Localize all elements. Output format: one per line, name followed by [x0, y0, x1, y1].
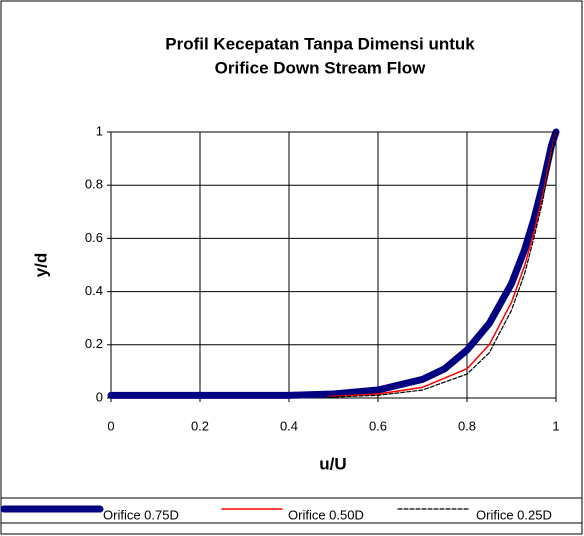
y-tick-label: 0.8 — [85, 177, 103, 192]
y-tick-label: 0.2 — [85, 336, 103, 351]
data-line — [107, 128, 560, 399]
chart-title: Orifice Down Stream Flow — [215, 58, 426, 77]
x-tick-label: 0.4 — [280, 418, 298, 433]
x-tick-label: 0.8 — [458, 418, 476, 433]
x-tick-label: 0.2 — [191, 418, 209, 433]
data-line — [328, 131, 557, 398]
y-tick-label: 0.4 — [85, 283, 103, 298]
x-tick-label: 0 — [107, 418, 114, 433]
y-axis-label: y/d — [31, 253, 50, 278]
data-line — [328, 131, 557, 398]
y-tick-label: 1 — [96, 123, 103, 138]
chart-title: Profil Kecepatan Tanpa Dimensi untuk — [165, 34, 475, 53]
x-axis-label: u/U — [319, 454, 346, 473]
legend-label: Orifice 0.75D — [103, 507, 179, 522]
x-tick-label: 1 — [552, 418, 559, 433]
plot-frame — [110, 131, 557, 399]
y-tick-label: 0 — [96, 389, 103, 404]
legend-label: Orifice 0.25D — [476, 507, 552, 522]
legend-label: Orifice 0.50D — [288, 507, 364, 522]
y-tick-label: 0.6 — [85, 230, 103, 245]
x-tick-label: 0.6 — [369, 418, 387, 433]
